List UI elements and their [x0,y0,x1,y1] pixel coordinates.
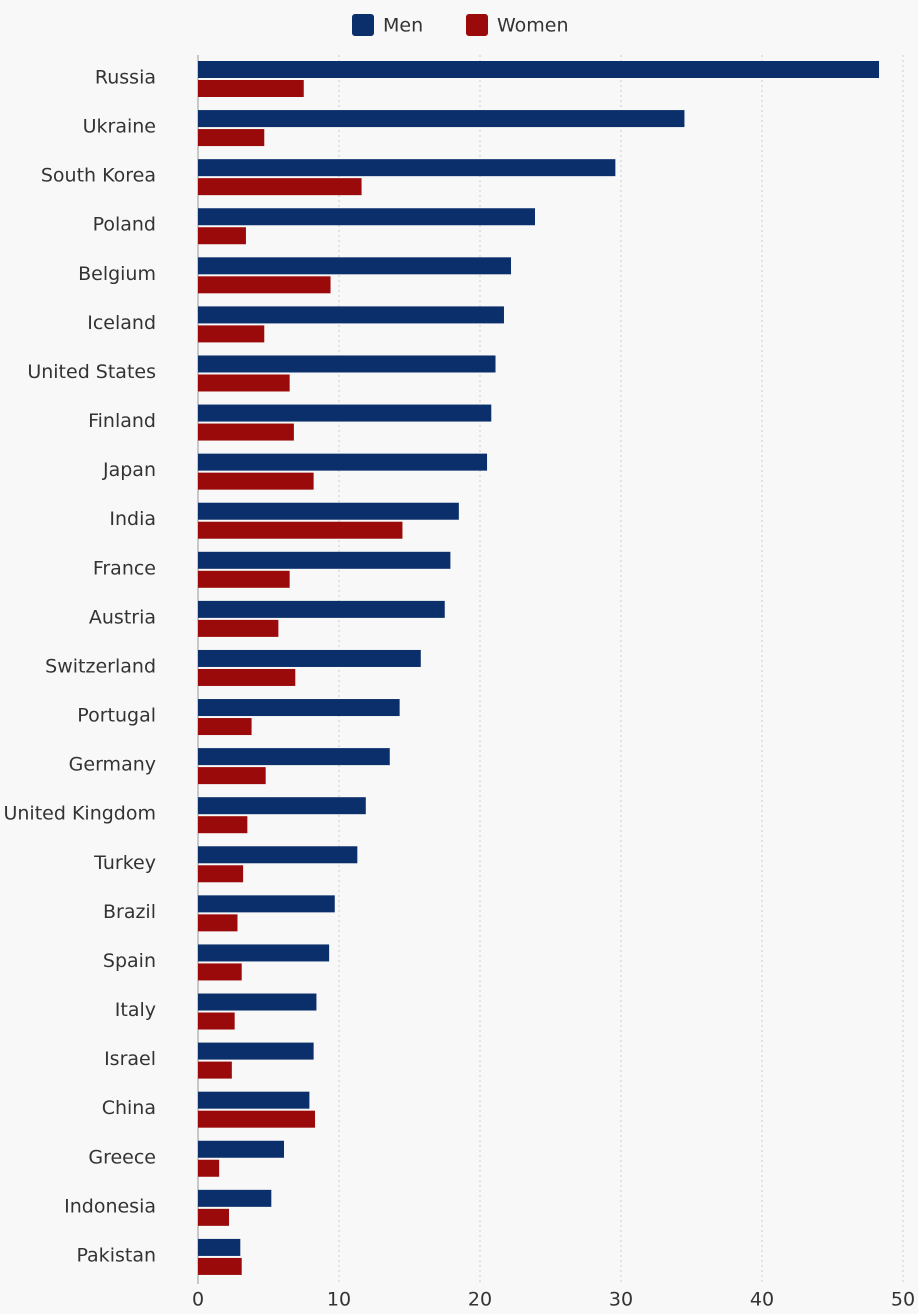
bar [198,846,358,864]
bar [198,227,246,245]
y-tick-label: Pakistan [76,1244,156,1266]
bar [198,1140,285,1158]
y-tick-label: United Kingdom [3,803,156,825]
bar [198,159,616,177]
bar [198,1091,310,1109]
y-tick-label: Greece [88,1146,156,1168]
legend-swatch [352,14,374,36]
x-tick-label: 40 [750,1289,774,1311]
bar [198,1061,232,1079]
bar [198,1012,235,1030]
y-tick-label: Poland [93,214,156,236]
y-tick-label: Austria [89,606,156,628]
x-tick-label: 20 [468,1289,492,1311]
y-tick-label: Spain [103,950,156,972]
bar [198,257,512,275]
bar [198,423,294,441]
bar [198,963,242,981]
bar [198,600,445,618]
y-tick-label: Israel [104,1048,156,1070]
y-tick-label: India [109,508,156,530]
bar [198,551,451,569]
x-tick-label: 10 [327,1289,351,1311]
bar [198,472,314,490]
bar [198,1189,272,1207]
bar [198,404,492,422]
y-tick-label: Iceland [87,312,156,334]
y-tick-label: China [102,1097,156,1119]
y-tick-label: Switzerland [45,655,156,677]
bar [198,1110,316,1128]
bar [198,649,421,667]
y-tick-label: Belgium [78,263,156,285]
y-tick-label: Portugal [77,705,156,727]
bar [198,1238,241,1256]
y-tick-label: Japan [102,459,156,481]
bar [198,178,362,196]
bar [198,914,238,932]
y-tick-label: Germany [69,754,156,776]
bar [198,1159,220,1177]
y-tick-label: Russia [95,67,156,89]
legend-swatch [466,14,488,36]
bar [198,1208,230,1226]
y-tick-label: United States [27,361,156,383]
y-tick-label: Finland [88,410,156,432]
x-tick-label: 50 [891,1289,915,1311]
bar [198,110,685,128]
bar [198,521,403,539]
bar [198,699,400,717]
bar [198,865,244,883]
bar [198,502,459,520]
bar [198,993,317,1011]
y-tick-label: South Korea [41,165,156,187]
legend-label: Women [497,15,569,37]
y-tick-label: France [93,557,156,579]
bar [198,816,248,834]
y-tick-label: Brazil [103,901,156,923]
bar [198,306,504,324]
x-tick-label: 0 [192,1289,204,1311]
bar [198,767,266,785]
bar [198,453,488,471]
bar [198,944,330,962]
y-tick-label: Ukraine [83,116,156,138]
bar [198,570,290,588]
bar [198,748,390,766]
bar [198,619,279,637]
bar [198,1257,242,1275]
bar [198,129,265,147]
y-tick-label: Indonesia [64,1195,156,1217]
bar [198,276,331,294]
bar [198,355,496,373]
bar [198,718,252,736]
bar [198,1042,314,1060]
legend-label: Men [383,15,423,37]
bar [198,895,335,913]
bar [198,325,265,343]
y-tick-label: Turkey [93,852,156,874]
y-tick-label: Italy [115,999,156,1021]
bar [198,668,296,686]
bar [198,80,304,97]
bar [198,797,366,815]
x-tick-label: 30 [609,1289,633,1311]
bar [198,61,880,78]
bar [198,374,290,392]
bar [198,208,535,226]
